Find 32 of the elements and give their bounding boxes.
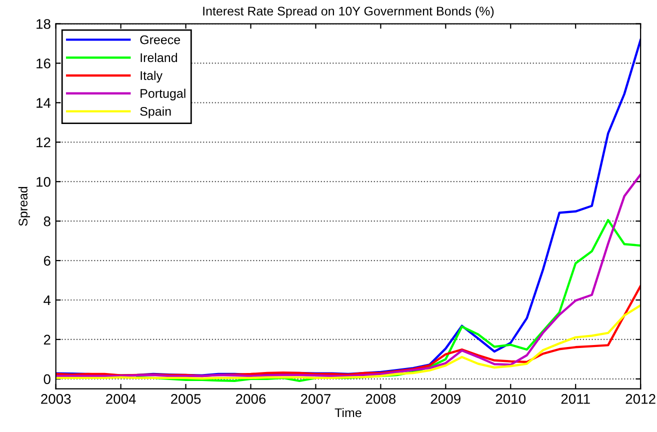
y-tick-label: 18 (36, 19, 50, 29)
line-series (56, 304, 641, 380)
y-tick-label: 8 (44, 216, 50, 226)
y-tick-label: 16 (36, 58, 50, 68)
y-tick-label: 4 (44, 295, 51, 306)
legend-label: Portugal (140, 88, 186, 100)
line-series (136, 218, 641, 382)
x-tick-label: 2010 (496, 394, 526, 404)
chart-title: Interest Rate Spread on 10Y Government Bonds (%) (203, 6, 494, 18)
y-axis-title: Spread (18, 186, 30, 226)
line-series (56, 284, 641, 378)
x-tick-label: 2007 (300, 394, 330, 404)
y-tick-label: 14 (36, 98, 51, 108)
legend-label: Spain (140, 106, 171, 118)
y-tick-label: 12 (36, 137, 50, 148)
x-tick-label: 2003 (41, 394, 71, 404)
y-tick-label: 0 (44, 374, 50, 384)
x-tick-label: 2004 (106, 394, 136, 404)
legend-label: Ireland (140, 52, 178, 62)
x-tick-label: 2009 (430, 394, 460, 404)
x-tick-label: 2008 (366, 394, 396, 404)
y-tick-label: 10 (36, 176, 50, 187)
legend-label: Italy (140, 70, 162, 82)
x-tick-label: 2012 (626, 394, 656, 404)
y-tick-label: 6 (44, 256, 50, 266)
x-tick-label: 2005 (171, 394, 201, 404)
line-series (56, 173, 641, 378)
x-tick-label: 2006 (236, 394, 266, 404)
y-tick-label: 2 (44, 334, 50, 345)
x-tick-label: 2011 (561, 394, 590, 404)
x-axis-title: Time (334, 408, 362, 418)
legend-label: Greece (140, 35, 180, 44)
